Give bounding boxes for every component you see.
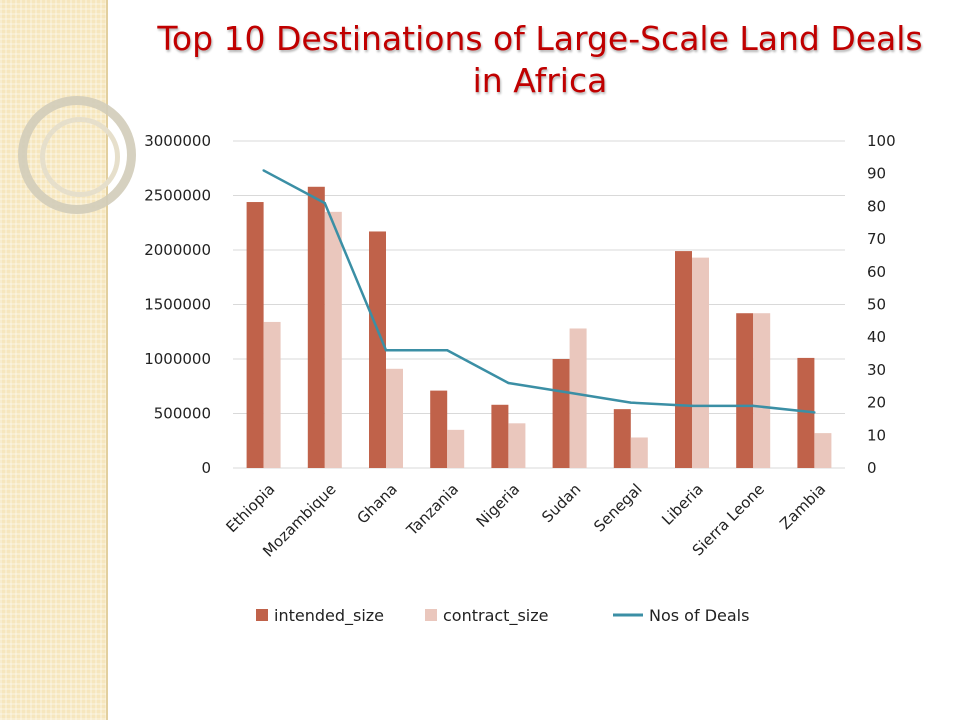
bar-contract-size	[692, 257, 709, 468]
legend-swatch-intended-size	[256, 609, 268, 621]
bar-intended-size	[307, 186, 325, 468]
decorative-ring	[18, 96, 136, 214]
bar-contract-size	[386, 368, 403, 468]
legend-label-contract-size: contract_size	[443, 606, 548, 626]
bar-intended-size	[369, 231, 386, 468]
line-point-nos-of-deals	[629, 401, 632, 404]
y-axis-right-tick-label: 90	[867, 165, 886, 183]
y-axis-right-tick-label: 60	[867, 263, 886, 281]
y-axis-right-tick-label: 10	[867, 426, 886, 444]
bar-intended-size	[430, 390, 448, 468]
line-nos-of-deals	[263, 169, 815, 414]
bar-intended-size	[736, 313, 754, 468]
line-point-nos-of-deals	[323, 201, 326, 205]
bar-contract-size	[569, 328, 587, 468]
slide-title: Top 10 Destinations of Large-Scale Land …	[130, 18, 950, 102]
bar-intended-size	[797, 357, 815, 468]
y-axis-left-tick-label: 2000000	[144, 241, 211, 259]
x-axis-category-label: Sudan	[538, 480, 584, 526]
legend-swatch-contract-size	[425, 609, 437, 621]
line-point-nos-of-deals	[446, 349, 449, 352]
x-axis-category-label: Ethiopia	[223, 480, 279, 536]
bar-contract-size	[753, 313, 771, 468]
line-point-nos-of-deals	[507, 381, 510, 385]
legend-label-nos-of-deals: Nos of Deals	[649, 606, 749, 625]
line-point-nos-of-deals	[752, 404, 755, 408]
slide-title-line-1: Top 10 Destinations of Large-Scale Land …	[157, 19, 923, 58]
y-axis-right-tick-label: 0	[867, 459, 877, 477]
line-point-nos-of-deals	[384, 349, 388, 352]
bar-intended-size	[613, 409, 631, 468]
y-axis-right-tick-label: 30	[867, 361, 886, 379]
x-axis-category-label: Senegal	[590, 480, 645, 535]
y-axis-right-tick-label: 50	[867, 296, 886, 314]
line-point-nos-of-deals	[262, 169, 265, 172]
y-axis-left-tick-label: 500000	[154, 405, 211, 423]
y-axis-left-tick-label: 3000000	[144, 132, 211, 150]
x-axis-category-label: Liberia	[658, 480, 707, 529]
slide-title-line-2: in Africa	[472, 61, 608, 100]
bar-contract-size	[324, 211, 342, 468]
x-axis-category-label: Zambia	[776, 480, 829, 533]
bar-contract-size	[263, 321, 281, 468]
x-axis-category-label: Nigeria	[473, 480, 524, 531]
y-axis-left-tick-label: 1000000	[144, 350, 211, 368]
y-axis-right-tick-label: 20	[867, 394, 886, 412]
x-axis-category-label: Ghana	[353, 480, 400, 527]
bar-intended-size	[552, 359, 570, 468]
x-axis-category-label: Tanzania	[402, 480, 462, 540]
bar-intended-size	[491, 404, 509, 468]
line-point-nos-of-deals	[568, 391, 571, 394]
y-axis-right-tick-label: 70	[867, 230, 886, 248]
y-axis-left-tick-label: 0	[201, 459, 211, 477]
line-point-nos-of-deals	[690, 404, 694, 408]
line-point-nos-of-deals	[813, 411, 816, 414]
legend-label-intended-size: intended_size	[274, 606, 384, 626]
y-axis-right-tick-label: 100	[867, 132, 896, 150]
decorative-ring-inner	[40, 117, 120, 197]
bar-contract-size	[508, 423, 526, 468]
bar-intended-size	[675, 251, 692, 468]
bar-contract-size	[814, 433, 832, 468]
bar-contract-size	[447, 429, 465, 468]
y-axis-right-tick-label: 80	[867, 197, 886, 215]
bar-intended-size	[246, 202, 264, 469]
y-axis-right-tick-label: 40	[867, 328, 886, 346]
bar-contract-size	[630, 437, 648, 468]
y-axis-left-tick-label: 2500000	[144, 187, 211, 205]
y-axis-left-tick-label: 1500000	[144, 296, 211, 314]
